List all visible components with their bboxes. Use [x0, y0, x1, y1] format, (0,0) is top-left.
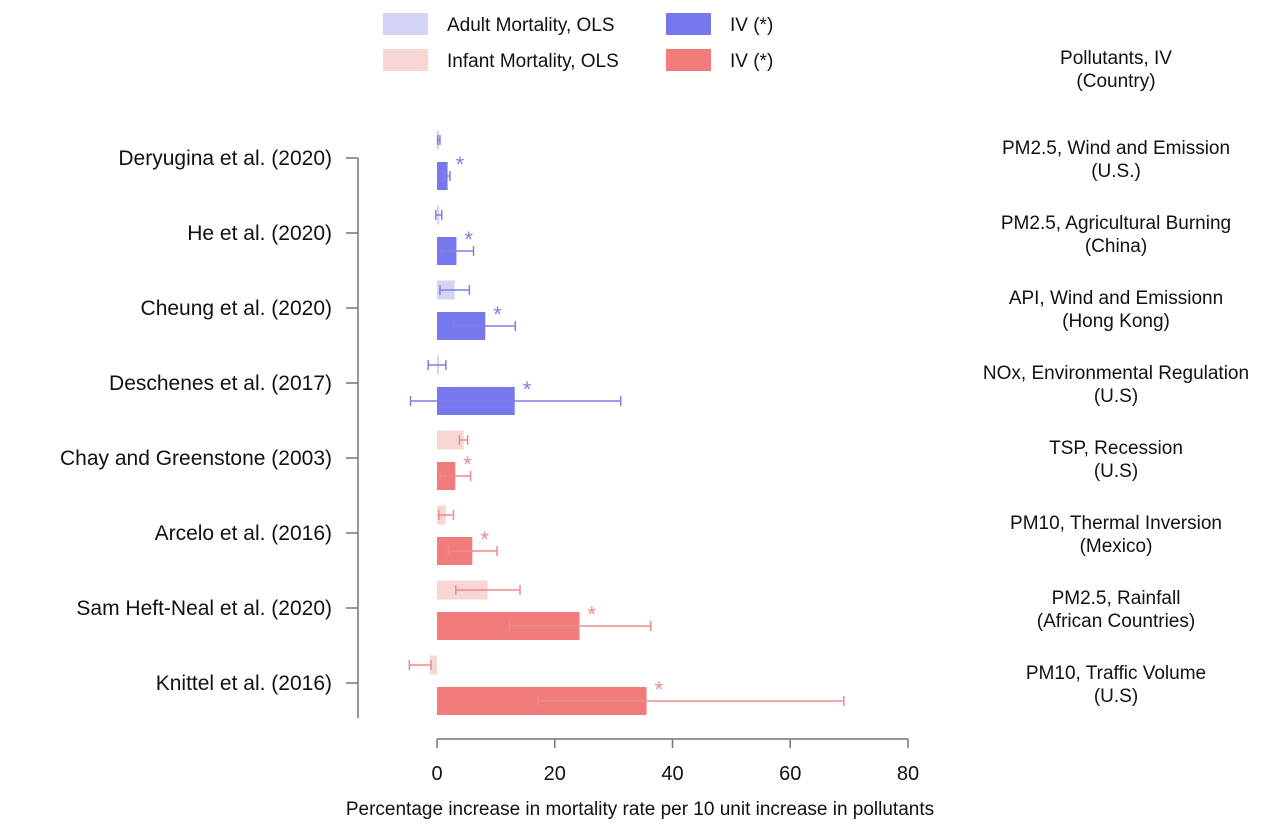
pollutant-label: PM2.5, Wind and Emission [1002, 138, 1230, 159]
legend-label-adult-iv: IV (*) [730, 15, 773, 36]
legend-label-adult-ols: Adult Mortality, OLS [447, 15, 615, 36]
legend-label-infant-iv: IV (*) [730, 51, 773, 72]
x-tick-label-20: 20 [544, 763, 566, 785]
country-label: (U.S) [1094, 386, 1138, 407]
x-tick-label-0: 0 [431, 763, 442, 785]
pollutant-label: PM10, Traffic Volume [1026, 663, 1206, 684]
bar-iv [437, 162, 448, 190]
legend-swatch-adult-iv [666, 13, 711, 35]
iv-significance-star: * [655, 677, 664, 702]
legend-swatch-infant-ols [383, 49, 428, 71]
iv-significance-star: * [463, 452, 472, 477]
country-label: (African Countries) [1037, 611, 1195, 632]
legend-swatch-adult-ols [383, 13, 428, 35]
country-label: (China) [1085, 236, 1147, 257]
study-label: Deschenes et al. (2017) [109, 372, 332, 395]
y-axis [346, 157, 359, 718]
bar-ols [437, 430, 464, 450]
country-label: (U.S.) [1091, 161, 1141, 182]
x-tick-label-80: 80 [897, 763, 919, 785]
study-label: Deryugina et al. (2020) [118, 147, 332, 170]
study-label: Cheung et al. (2020) [141, 297, 332, 320]
study-label: He et al. (2020) [187, 222, 332, 245]
pollutant-label: API, Wind and Emissionn [1009, 288, 1223, 309]
legend: Adult Mortality, OLS IV (*) Infant Morta… [383, 13, 773, 72]
country-label: (Hong Kong) [1062, 311, 1170, 332]
plot-area: * * * * * * * * [408, 130, 845, 715]
pollutant-label: PM2.5, Rainfall [1052, 588, 1181, 609]
study-label: Sam Heft-Neal et al. (2020) [76, 597, 332, 620]
country-label: (U.S) [1094, 686, 1138, 707]
iv-significance-star: * [523, 377, 532, 402]
right-header-line1: Pollutants, IV [1060, 48, 1172, 69]
x-tick-label-40: 40 [661, 763, 683, 785]
x-tick-label-60: 60 [779, 763, 801, 785]
country-label: (U.S) [1094, 461, 1138, 482]
country-label: (Mexico) [1080, 536, 1153, 557]
pollutant-label: TSP, Recession [1049, 438, 1183, 459]
pollutant-label: PM2.5, Agricultural Burning [1001, 213, 1231, 234]
legend-label-infant-ols: Infant Mortality, OLS [447, 51, 619, 72]
legend-swatch-infant-iv [666, 49, 711, 71]
x-axis-title: Percentage increase in mortality rate pe… [346, 799, 934, 820]
bar-ols [429, 655, 437, 675]
study-label: Arcelo et al. (2016) [155, 522, 332, 545]
study-label: Chay and Greenstone (2003) [60, 447, 332, 470]
right-header-line2: (Country) [1076, 71, 1155, 92]
study-label: Knittel et al. (2016) [156, 672, 332, 695]
iv-significance-star: * [587, 602, 596, 627]
iv-significance-star: * [456, 152, 465, 177]
iv-significance-star: * [464, 227, 473, 252]
iv-significance-star: * [480, 527, 489, 552]
pollutant-label: PM10, Thermal Inversion [1010, 513, 1222, 534]
x-axis: 0 20 40 60 80 [431, 738, 919, 785]
iv-significance-star: * [493, 302, 502, 327]
pollutant-label: NOx, Environmental Regulation [983, 363, 1249, 384]
